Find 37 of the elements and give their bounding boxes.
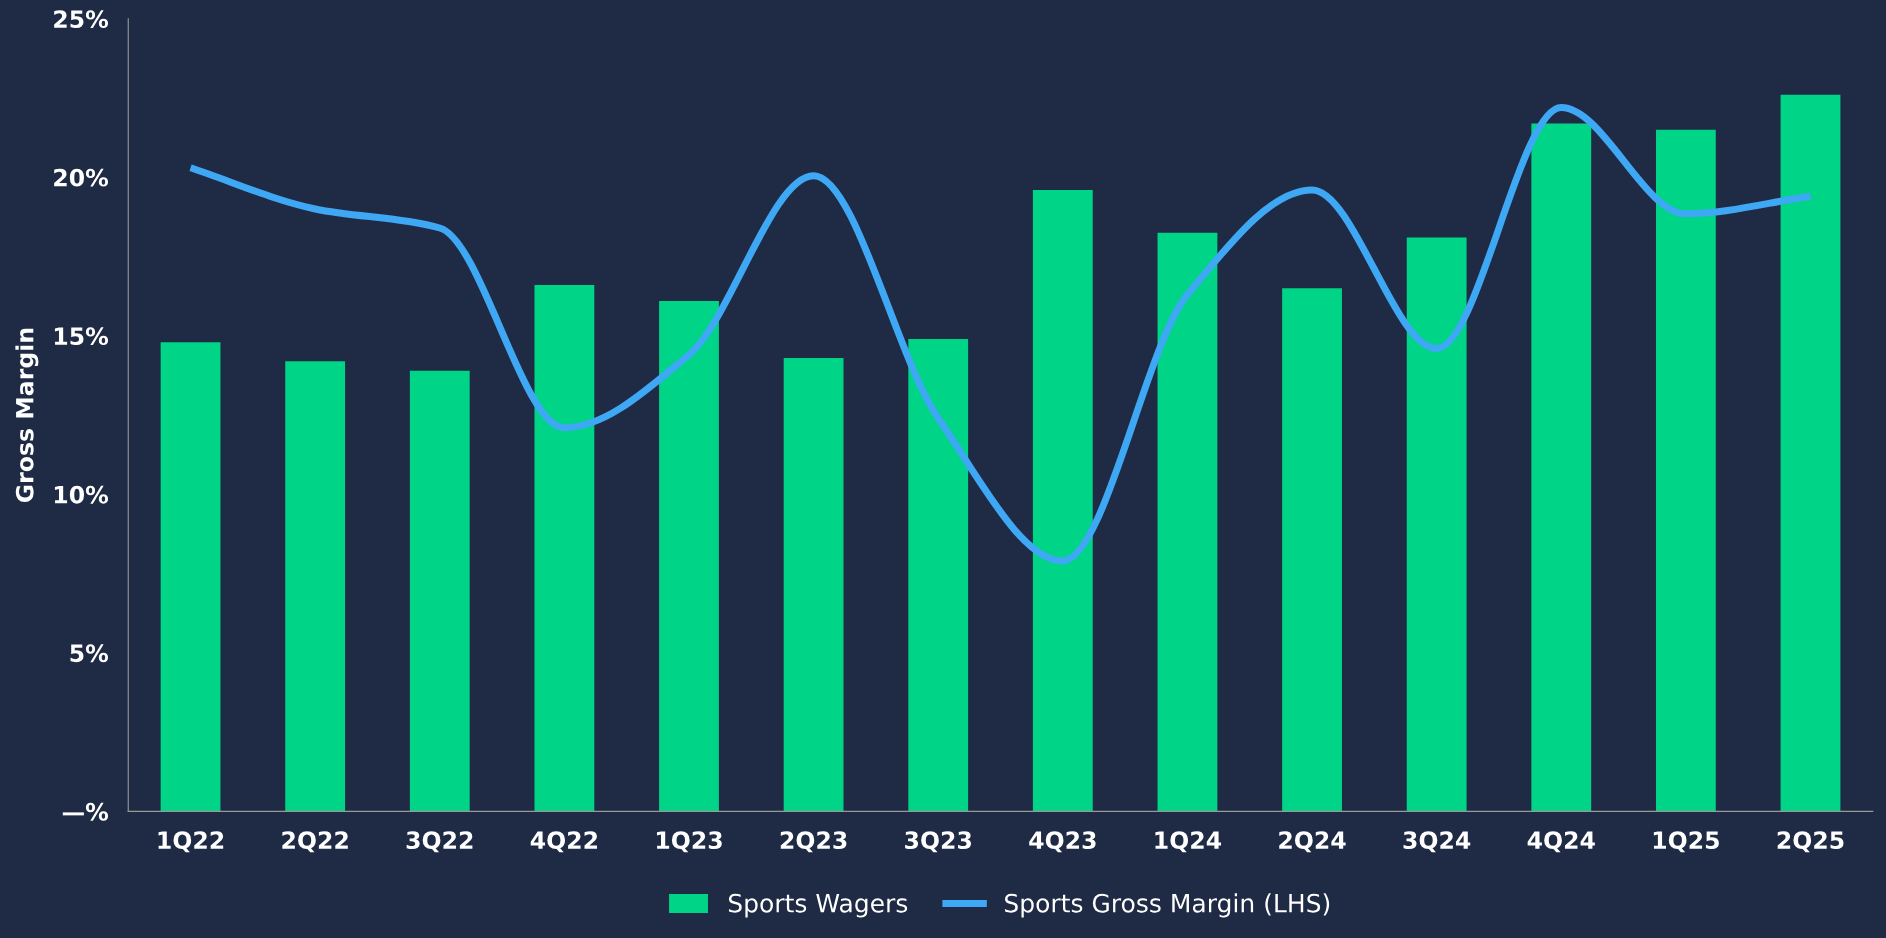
- x-tick-label: 2Q25: [1777, 831, 1844, 853]
- x-tick-label: 4Q23: [1029, 831, 1096, 853]
- bar: [1531, 123, 1592, 812]
- bar: [783, 358, 844, 812]
- bar: [285, 361, 346, 812]
- x-tick-label: 1Q22: [158, 831, 224, 853]
- legend-label: Sports Gross Margin (LHS): [1005, 893, 1330, 918]
- y-tick-label: —%: [62, 802, 109, 821]
- bar: [1032, 189, 1093, 812]
- y-tick-label: 20%: [54, 168, 109, 187]
- bar: [1282, 288, 1342, 812]
- bar: [1406, 237, 1467, 812]
- x-tick-label: 1Q25: [1653, 831, 1719, 853]
- y-tick-label: 10%: [54, 485, 109, 504]
- x-tick-label: 1Q24: [1155, 831, 1222, 853]
- bar: [409, 370, 470, 812]
- legend-label: Sports Wagers: [728, 893, 908, 918]
- bar: [160, 342, 221, 812]
- y-tick-label: 25%: [54, 10, 109, 29]
- x-tick-label: 3Q23: [905, 831, 972, 853]
- bar: [1655, 129, 1716, 812]
- bar: [908, 338, 969, 812]
- x-tick-label: 3Q24: [1403, 831, 1471, 853]
- bar: [1780, 94, 1841, 812]
- x-tick-label: 2Q24: [1279, 831, 1346, 853]
- bar: [534, 285, 595, 812]
- x-tick-label: 4Q22: [530, 831, 598, 853]
- bar: [1157, 232, 1218, 812]
- x-tick-label: 4Q24: [1527, 831, 1595, 853]
- x-tick-label: 3Q22: [406, 831, 473, 853]
- x-tick-label: 2Q22: [282, 831, 348, 853]
- y-tick-label: 5%: [70, 644, 109, 663]
- x-tick-label: 2Q23: [780, 831, 847, 853]
- x-tick-label: 1Q23: [656, 831, 722, 853]
- y-tick-label: 15%: [54, 327, 109, 346]
- y-axis-title: Gross Margin: [15, 328, 39, 503]
- bar: [659, 300, 719, 812]
